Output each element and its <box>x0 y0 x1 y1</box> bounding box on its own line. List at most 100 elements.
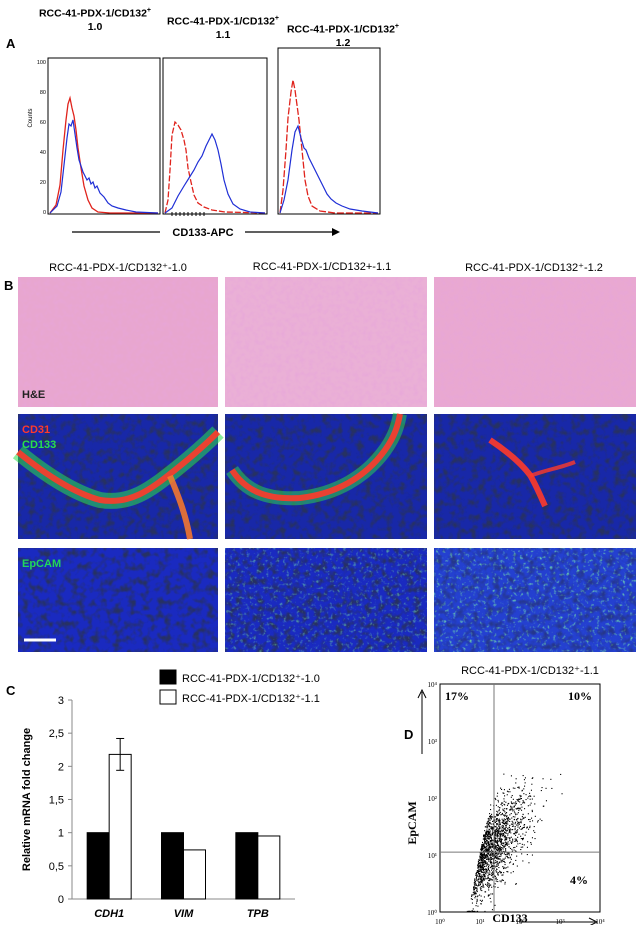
event-dot <box>514 802 516 804</box>
event-dot <box>506 853 508 855</box>
event-dot <box>501 830 503 832</box>
panel-a-letter: A <box>6 36 16 51</box>
event-dot <box>483 869 485 871</box>
event-dot <box>514 838 516 840</box>
event-dot <box>486 853 488 855</box>
event-dot <box>507 833 509 835</box>
event-dot <box>496 871 498 873</box>
event-dot <box>477 860 479 862</box>
event-dot <box>527 805 529 807</box>
event-dot <box>487 882 489 884</box>
event-dot <box>497 840 499 842</box>
panel-c-bar-chart: 0 0,5 1 1,5 2 2,5 3 Relative mRNA fold change CD… <box>21 669 320 920</box>
event-dot <box>492 840 494 842</box>
event-dot <box>480 871 482 873</box>
event-dot <box>479 884 481 886</box>
event-dot <box>500 854 502 856</box>
event-dot <box>508 826 510 828</box>
event-dot <box>474 880 476 882</box>
event-dot <box>510 813 512 815</box>
event-dot <box>499 836 501 838</box>
event-dot <box>487 833 489 835</box>
event-dot <box>491 845 493 847</box>
event-dot <box>505 842 507 844</box>
event-dot <box>491 813 493 815</box>
event-dot <box>500 787 502 789</box>
event-dot <box>476 900 478 902</box>
event-dot <box>474 879 476 881</box>
epcam-image-3 <box>434 548 636 652</box>
event-dot <box>529 792 531 794</box>
bar-cdh1-series-2 <box>108 753 132 900</box>
event-dot <box>501 825 503 827</box>
event-dot <box>482 868 484 870</box>
event-dot <box>481 890 483 892</box>
event-dot <box>514 812 516 814</box>
event-dot <box>496 865 498 867</box>
event-dot <box>492 865 494 867</box>
event-dot <box>496 830 498 832</box>
event-dot <box>488 860 490 862</box>
event-dot <box>490 840 492 842</box>
event-dot <box>496 818 498 820</box>
event-dot <box>476 879 478 881</box>
event-dot <box>492 847 494 849</box>
event-dot <box>485 855 487 857</box>
event-dot <box>485 854 487 856</box>
event-dot <box>500 849 502 851</box>
event-dot <box>488 884 490 886</box>
event-dot <box>477 880 479 882</box>
event-dot <box>498 824 500 826</box>
event-dot <box>509 791 511 793</box>
event-dot <box>491 826 493 828</box>
event-dot <box>537 820 539 822</box>
event-dot <box>499 826 501 828</box>
x-tick-label: 10⁰ <box>435 918 445 925</box>
event-dot <box>502 822 504 824</box>
event-dot <box>509 809 511 811</box>
event-dot <box>520 804 522 806</box>
event-dot <box>516 813 518 815</box>
event-dot <box>508 852 510 854</box>
event-dot <box>499 839 501 841</box>
event-dot <box>487 885 489 887</box>
event-dot <box>486 849 488 851</box>
y-tick-label: 10⁴ <box>428 681 438 689</box>
event-dot <box>501 821 503 823</box>
event-dot <box>507 791 509 793</box>
event-dot <box>480 869 482 871</box>
event-dot <box>499 837 501 839</box>
event-dot <box>471 895 473 897</box>
event-dot <box>481 844 483 846</box>
event-dot <box>492 871 494 873</box>
event-dot <box>486 878 488 880</box>
event-dot <box>500 839 502 841</box>
event-dot <box>486 856 488 858</box>
event-dot <box>509 828 511 830</box>
event-dot <box>483 879 485 881</box>
event-dot <box>494 832 496 834</box>
event-dot <box>494 836 496 838</box>
event-dot <box>512 810 514 812</box>
event-dot <box>497 811 499 813</box>
event-dot <box>498 813 500 815</box>
event-dot <box>501 802 503 804</box>
event-dot <box>474 878 476 880</box>
event-dot <box>482 848 484 850</box>
event-dot <box>530 802 532 804</box>
event-dot <box>496 795 498 797</box>
event-dot <box>512 802 514 804</box>
event-dot <box>512 787 514 789</box>
event-dot <box>482 843 484 845</box>
event-dot <box>481 882 483 884</box>
event-dot <box>492 893 494 895</box>
event-dot <box>485 833 487 835</box>
event-dot <box>514 827 516 829</box>
event-dot <box>486 850 488 852</box>
event-dot <box>482 865 484 867</box>
event-dot <box>520 838 522 840</box>
cd133-label: CD133 <box>22 439 56 451</box>
cd31-cd133-image-3 <box>434 414 636 539</box>
event-dot <box>492 845 494 847</box>
event-dot <box>485 841 487 843</box>
